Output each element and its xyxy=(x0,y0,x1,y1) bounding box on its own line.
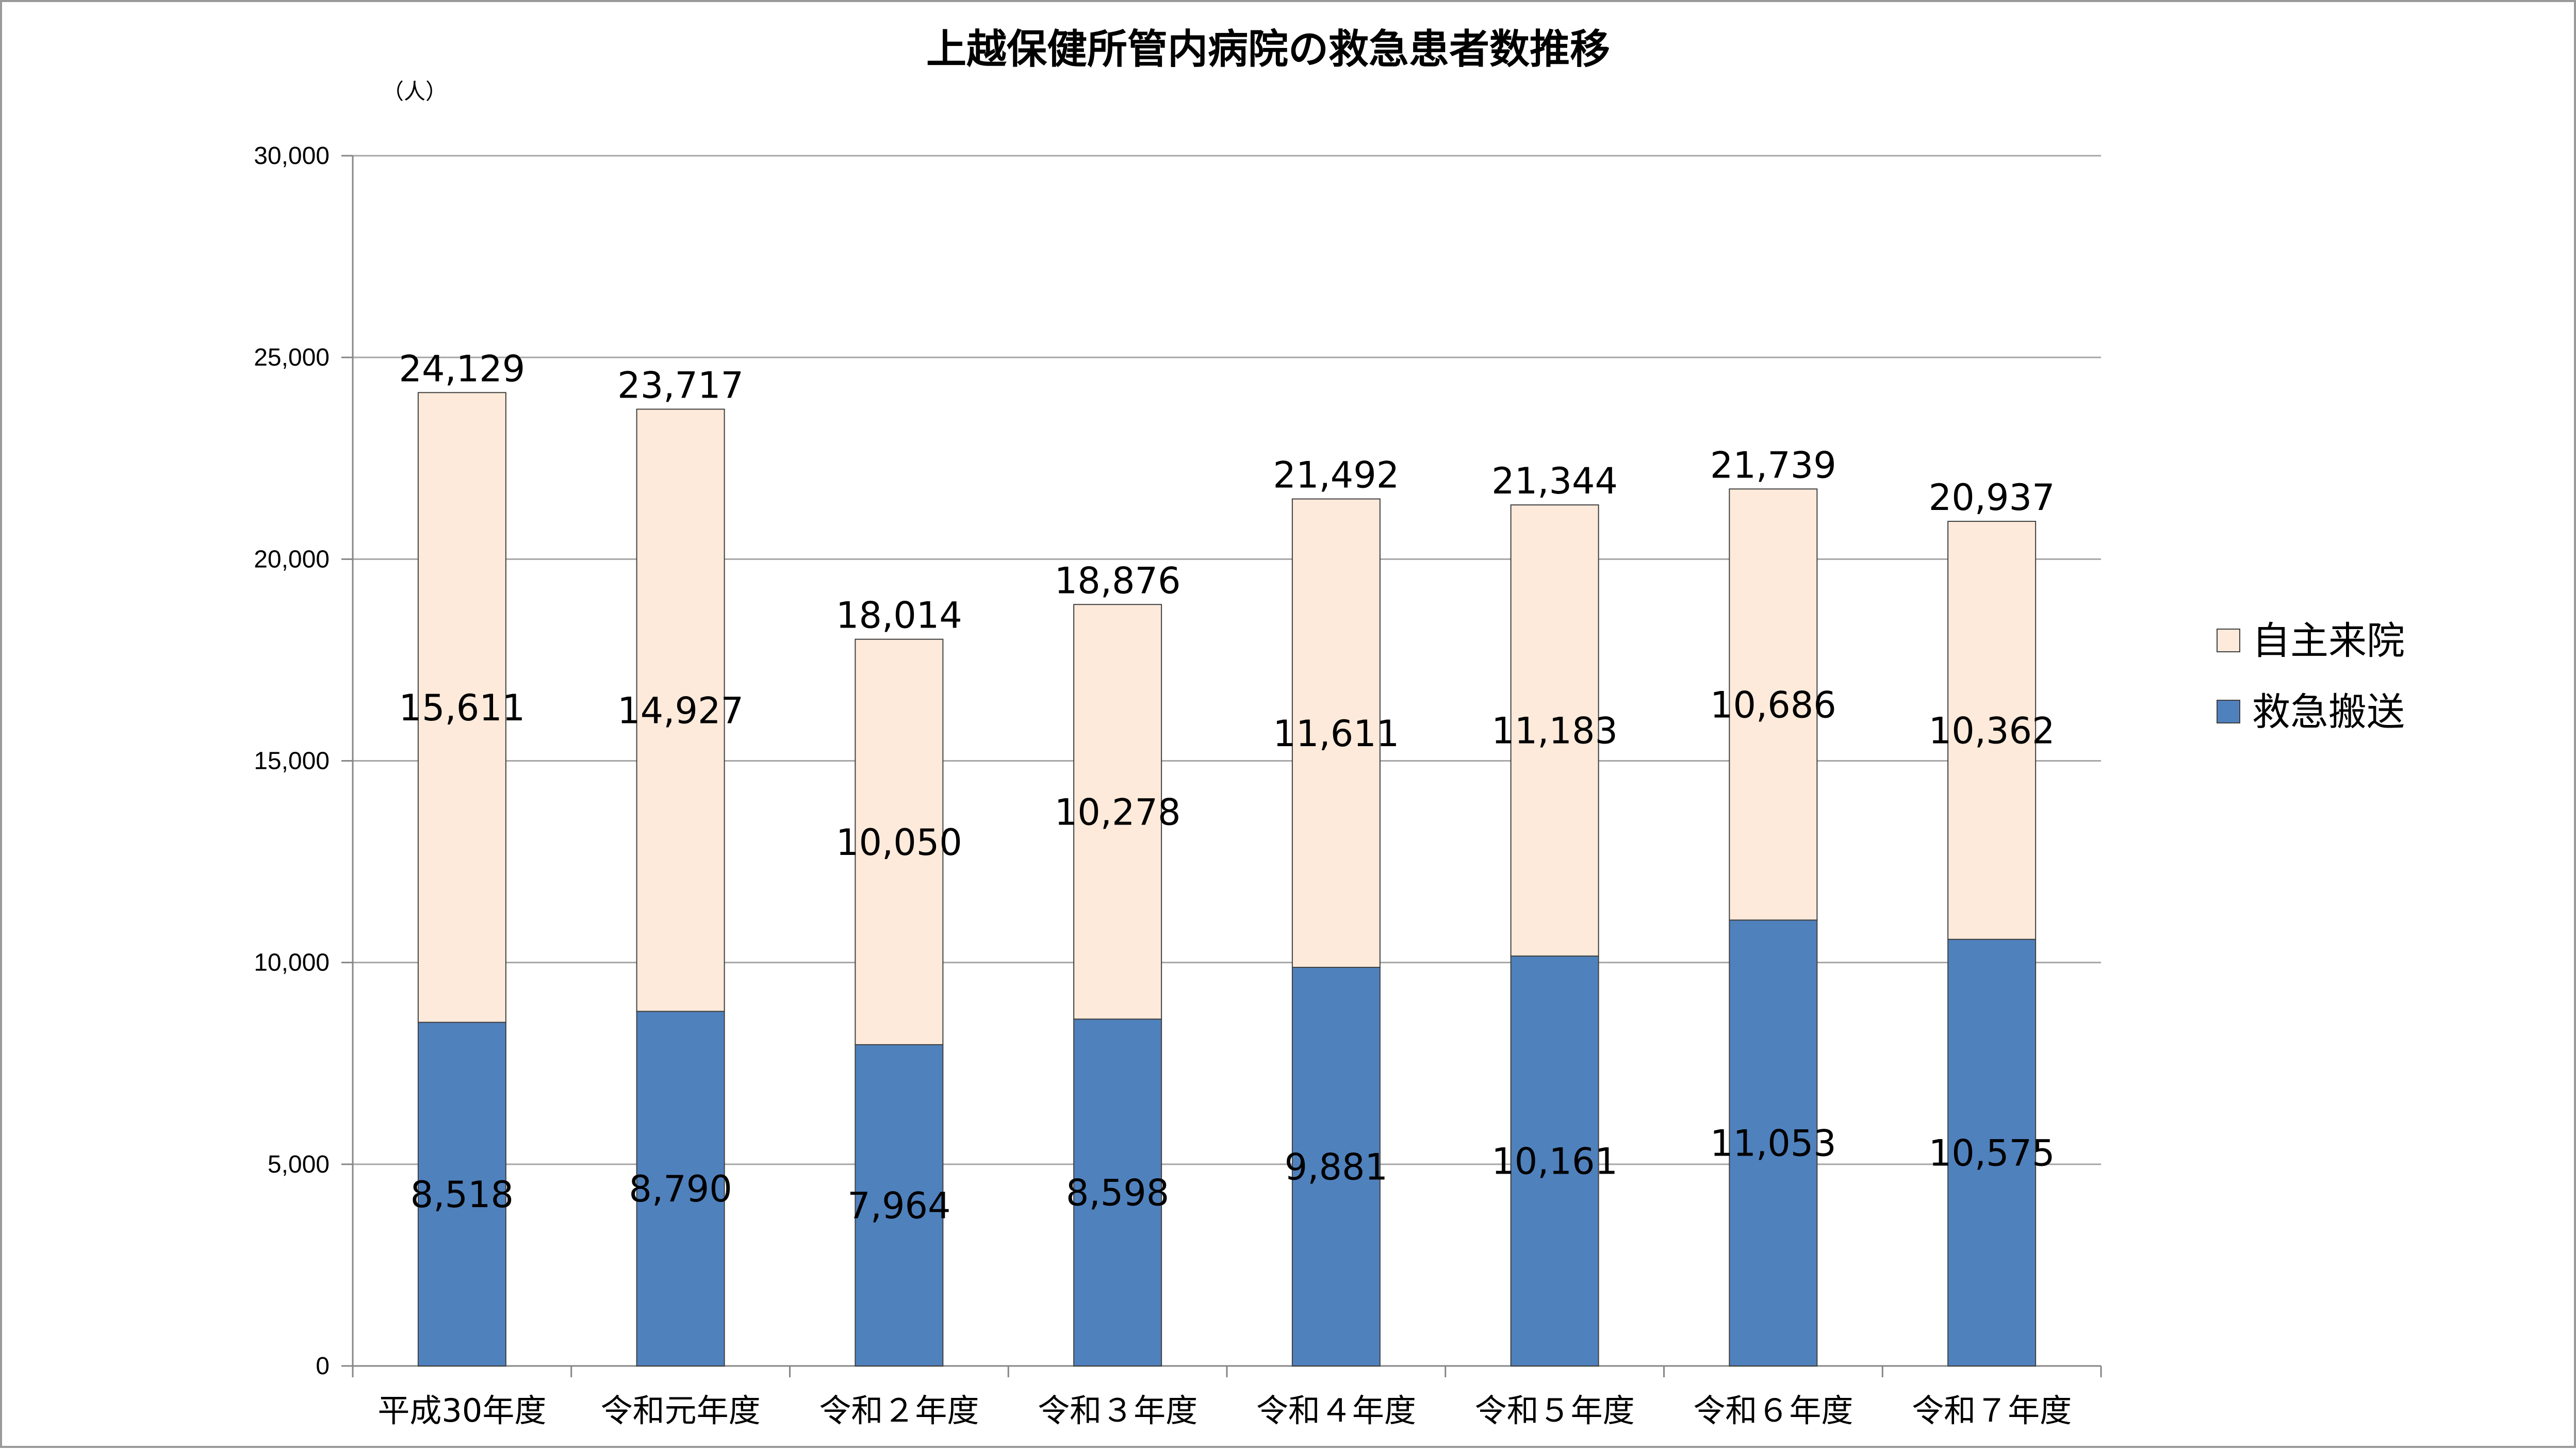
bar-segment-jishu-raiin xyxy=(1291,498,1381,968)
y-tick-label: 15,000 xyxy=(254,748,330,775)
data-label-jishu-raiin: 14,927 xyxy=(617,689,744,732)
bar-segment-kyukyu-hanso xyxy=(1073,1018,1162,1367)
bar-segment-kyukyu-hanso xyxy=(1729,919,1818,1366)
x-tick-label: 令和６年度 xyxy=(1693,1392,1853,1429)
bar-segment-kyukyu-hanso xyxy=(855,1044,944,1366)
y-axis-ticks: 0 5,000 10,000 15,000 20,000 25,000 30,000 xyxy=(254,142,330,1380)
y-tick-label: 20,000 xyxy=(254,546,330,573)
bar-segment-jishu-raiin xyxy=(1729,488,1818,921)
bar-segment-jishu-raiin xyxy=(855,638,944,1045)
data-label-kyukyu-hanso: 8,790 xyxy=(629,1168,732,1210)
data-label-total: 21,739 xyxy=(1710,444,1836,486)
data-label-kyukyu-hanso: 8,518 xyxy=(411,1174,514,1216)
y-tick-label: 10,000 xyxy=(254,949,330,977)
bar-segment-kyukyu-hanso xyxy=(1510,955,1599,1366)
data-label-jishu-raiin: 11,611 xyxy=(1273,713,1399,755)
data-label-total: 24,129 xyxy=(399,348,525,390)
bar-segment-jishu-raiin xyxy=(417,392,506,1023)
bar-segment-kyukyu-hanso xyxy=(636,1011,725,1366)
x-tick-label: 令和４年度 xyxy=(1256,1392,1416,1429)
data-label-total: 18,014 xyxy=(836,595,962,637)
data-label-jishu-raiin: 10,278 xyxy=(1055,791,1181,833)
bar-segment-kyukyu-hanso xyxy=(1947,938,2037,1366)
data-labels: 8,518 15,611 24,129 8,790 14,927 23,717 7,964 1… xyxy=(399,348,2055,1227)
data-label-total: 18,876 xyxy=(1055,559,1181,602)
data-label-jishu-raiin: 10,362 xyxy=(1929,710,2055,752)
data-label-kyukyu-hanso: 8,598 xyxy=(1066,1172,1169,1214)
data-label-kyukyu-hanso: 10,161 xyxy=(1491,1141,1618,1183)
bar-segment-jishu-raiin xyxy=(636,408,725,1012)
y-axis-unit-label: （人） xyxy=(382,79,447,104)
data-label-jishu-raiin: 11,183 xyxy=(1491,710,1618,752)
legend-label: 救急搬送 xyxy=(2252,690,2405,734)
data-label-kyukyu-hanso: 10,575 xyxy=(1929,1132,2055,1174)
x-tick-label: 令和２年度 xyxy=(819,1392,979,1429)
x-tick-label: 令和元年度 xyxy=(601,1392,761,1429)
y-tick-label: 0 xyxy=(316,1353,330,1380)
data-label-jishu-raiin: 10,686 xyxy=(1710,684,1836,726)
legend-label: 自主来院 xyxy=(2252,619,2405,663)
x-tick-label: 平成30年度 xyxy=(378,1392,546,1429)
bars xyxy=(417,392,2037,1367)
data-label-total: 21,344 xyxy=(1491,460,1618,502)
legend-swatch xyxy=(2217,629,2240,652)
bar-segment-jishu-raiin xyxy=(1073,604,1162,1020)
x-tick-label: 令和３年度 xyxy=(1038,1392,1197,1429)
x-tick-label: 令和７年度 xyxy=(1912,1392,2072,1429)
axes xyxy=(341,155,2102,1377)
bar-segment-kyukyu-hanso xyxy=(417,1021,506,1367)
data-label-kyukyu-hanso: 9,881 xyxy=(1285,1146,1388,1188)
x-tick-label: 令和５年度 xyxy=(1475,1392,1635,1429)
bar-segment-jishu-raiin xyxy=(1947,521,2037,940)
data-label-kyukyu-hanso: 7,964 xyxy=(847,1184,950,1227)
x-axis-ticks: 平成30年度 令和元年度 令和２年度 令和３年度 令和４年度 令和５年度 令和６年度 令和７年… xyxy=(378,1392,2072,1429)
gridlines xyxy=(353,155,2101,1165)
bar-segment-jishu-raiin xyxy=(1510,504,1599,957)
data-label-jishu-raiin: 15,611 xyxy=(399,687,525,729)
bar-segment-kyukyu-hanso xyxy=(1291,966,1381,1366)
y-tick-label: 5,000 xyxy=(268,1151,330,1178)
data-label-jishu-raiin: 10,050 xyxy=(836,821,962,864)
data-label-total: 21,492 xyxy=(1273,454,1399,497)
chart-title: 上越保健所管内病院の救急患者数推移 xyxy=(926,26,1610,73)
y-tick-label: 30,000 xyxy=(254,142,330,170)
y-tick-label: 25,000 xyxy=(254,344,330,371)
legend-swatch xyxy=(2217,700,2240,723)
data-label-kyukyu-hanso: 11,053 xyxy=(1710,1123,1836,1165)
data-label-total: 23,717 xyxy=(617,365,744,407)
data-label-total: 20,937 xyxy=(1929,476,2055,519)
